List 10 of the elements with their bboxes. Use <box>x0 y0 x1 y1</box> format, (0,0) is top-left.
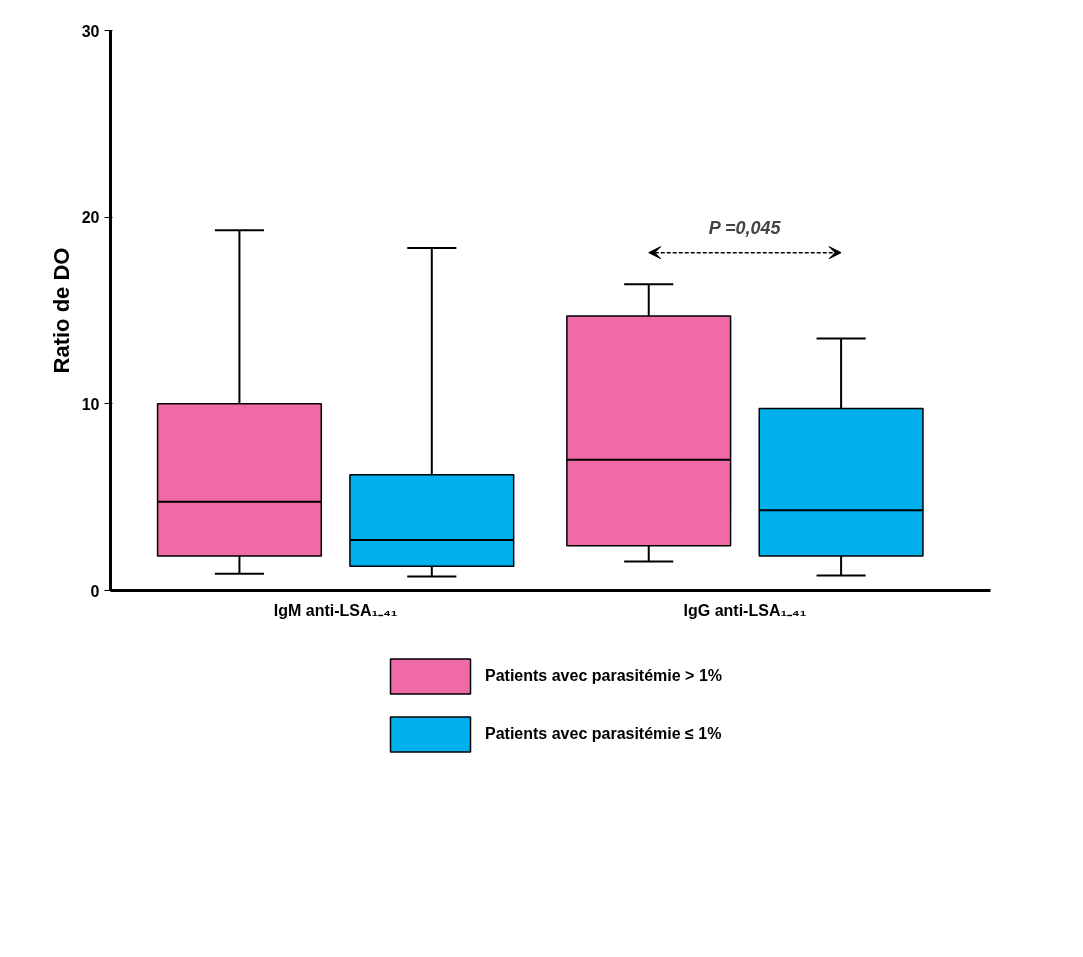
legend-label: Patients avec parasitémie > 1% <box>485 667 723 685</box>
legend-label: Patients avec parasitémie ≤ 1% <box>485 725 722 743</box>
x-tick-label: IgM anti-LSA₁₋₄₁ <box>273 601 398 619</box>
annotation: P =0,045 <box>708 217 782 238</box>
y-tick-label: 10 <box>81 395 100 413</box>
y-tick-label: 0 <box>90 582 100 600</box>
y-axis-title: Ratio de DO <box>48 247 74 374</box>
y-tick-label: 20 <box>81 209 100 227</box>
x-tick-label: IgG anti-LSA₁₋₄₁ <box>683 601 807 619</box>
y-tick-label: 30 <box>81 22 100 40</box>
